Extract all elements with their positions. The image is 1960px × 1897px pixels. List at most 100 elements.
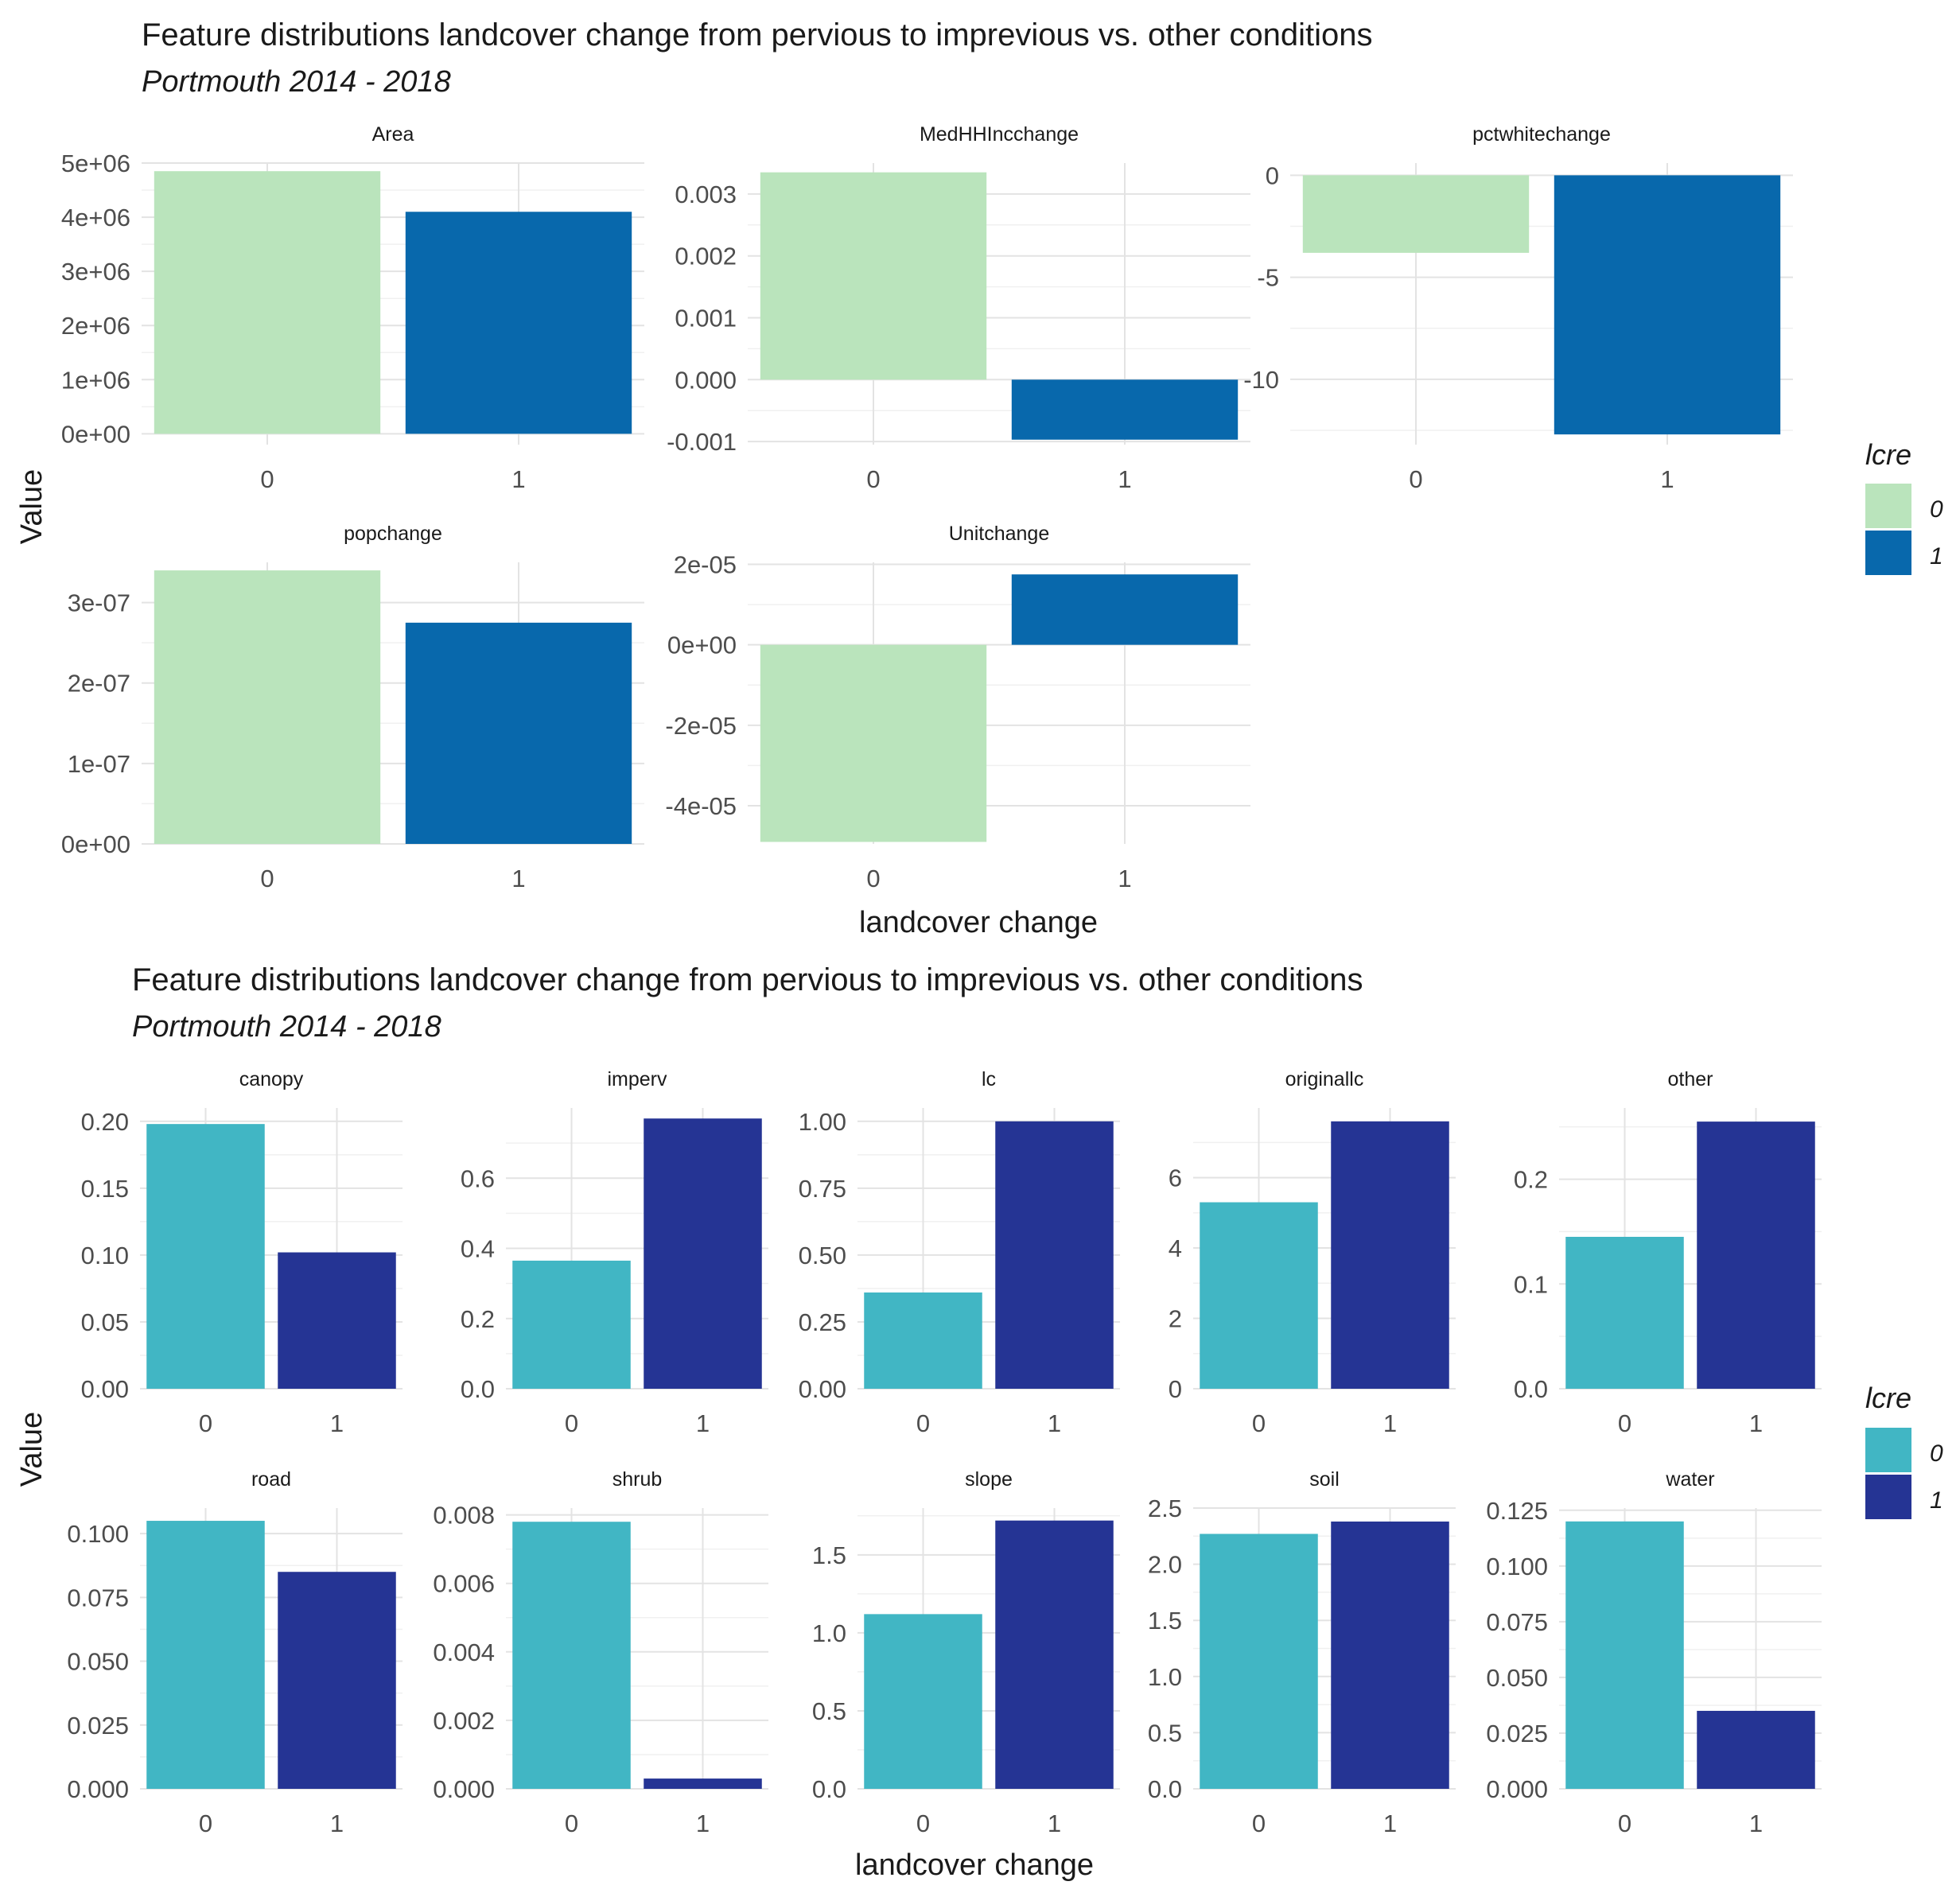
y-tick-label: 0.001 [675,305,737,332]
bar-originallc-0 [1200,1202,1318,1389]
y-tick-label: 0.000 [67,1775,129,1803]
x-tick-label: 0 [565,1409,578,1437]
panel-title: originallc [1285,1068,1364,1090]
panel-water: water 0.000 0.025 0.050 0.075 0.100 0.125 0 1 [1486,1468,1822,1837]
bar-slope-1 [995,1520,1114,1789]
bar-road-1 [278,1572,396,1789]
x-tick-label: 1 [1749,1409,1763,1437]
y-tick-label: 0.100 [1486,1553,1548,1580]
panel-title: Area [372,123,414,146]
y-tick-label: 0.100 [67,1520,129,1548]
x-tick-label: 0 [1252,1409,1266,1437]
bar-Unitchange-1 [1011,574,1239,645]
x-tick-label: 1 [1118,865,1131,892]
y-tick-label: 0.050 [1486,1664,1548,1692]
y-tick-label: 0.075 [1486,1608,1548,1636]
y-axis-title: Value [15,469,49,544]
y-tick-label: 0 [1169,1375,1182,1403]
bar-shrub-0 [512,1522,631,1789]
panel-title: lc [982,1068,996,1090]
y-tick-label: 0.075 [67,1584,129,1611]
chart-title: Feature distributions landcover change f… [132,962,1363,997]
y-tick-label: 0.1 [1514,1270,1548,1298]
bar-Unitchange-0 [760,644,987,842]
x-tick-label: 1 [1383,1810,1397,1837]
y-tick-label: 1e+06 [61,366,130,394]
figure-top: Feature distributions landcover change f… [15,17,1943,939]
y-tick-label: 2.5 [1148,1495,1182,1522]
y-tick-label: 0.5 [812,1697,846,1725]
y-tick-label: 0.0 [812,1775,846,1803]
x-tick-label: 1 [1660,465,1674,493]
y-tick-label: 0.050 [67,1648,129,1676]
bar-pctwhitechange-0 [1302,175,1530,253]
legend-title: lcre [1865,438,1911,471]
y-tick-label: 0.75 [799,1175,846,1203]
legend-key-0 [1865,1428,1911,1472]
figure-bottom: Feature distributions landcover change f… [15,962,1943,1882]
bar-soil-0 [1200,1534,1318,1789]
chart-subtitle: Portmouth 2014 - 2018 [132,1010,441,1044]
x-tick-label: 1 [330,1409,344,1437]
x-tick-label: 1 [1749,1810,1763,1837]
x-tick-label: 0 [260,865,274,892]
x-tick-label: 0 [1618,1810,1631,1837]
chart-title: Feature distributions landcover change f… [142,17,1372,52]
panel-road: road 0.000 0.025 0.050 0.075 0.100 0 1 [67,1468,402,1837]
x-tick-label: 0 [916,1409,930,1437]
panel-title: road [251,1468,291,1491]
bar-canopy-0 [146,1124,265,1389]
y-tick-label: 6 [1169,1164,1182,1192]
bar-imperv-1 [644,1118,762,1389]
y-axis-title: Value [15,1412,49,1487]
y-tick-label: 0.002 [433,1707,495,1735]
y-tick-label: 1.00 [799,1108,846,1136]
y-tick-label: -4e-05 [665,792,737,820]
legend-title: lcre [1865,1382,1911,1414]
panel-Area: Area 0e+00 1e+06 2e+06 3e+06 4e+06 5e+06 0 1 [61,123,644,493]
x-tick-label: 1 [511,865,525,892]
y-tick-label: 2e+06 [61,312,130,340]
y-tick-label: 0.2 [1514,1166,1548,1194]
y-tick-label: 4 [1169,1234,1182,1262]
y-tick-label: 4e+06 [61,204,130,231]
x-tick-label: 1 [1118,465,1131,493]
y-tick-label: 0e+00 [61,830,130,858]
x-tick-label: 0 [1252,1810,1266,1837]
y-tick-label: -10 [1243,366,1279,394]
y-tick-label: 1.0 [1148,1663,1182,1691]
panel-title: shrub [612,1468,663,1491]
bar-other-1 [1697,1121,1815,1389]
y-tick-label: 0.025 [1486,1720,1548,1747]
bar-originallc-1 [1331,1121,1449,1389]
bar-other-0 [1565,1237,1684,1389]
x-tick-label: 0 [916,1810,930,1837]
panel-title: canopy [239,1068,304,1090]
panel-other: other 0.0 0.1 0.2 0 1 [1514,1068,1822,1437]
y-tick-label: 3e+06 [61,258,130,286]
y-tick-label: 2 [1169,1305,1182,1333]
legend-label-1: 1 [1930,543,1943,569]
x-tick-label: 0 [1409,465,1422,493]
bar-water-0 [1565,1521,1684,1789]
y-tick-label: 0.025 [67,1712,129,1740]
x-tick-label: 0 [260,465,274,493]
panel-title: imperv [607,1068,667,1090]
bar-pctwhitechange-1 [1554,175,1781,435]
panel-originallc: originallc 0 2 4 6 0 1 [1169,1068,1456,1437]
y-tick-label: 0.25 [799,1308,846,1336]
bar-shrub-1 [644,1778,762,1789]
panel-slope: slope 0.0 0.5 1.0 1.5 0 1 [812,1468,1120,1837]
y-tick-label: 2e-07 [68,670,130,698]
x-tick-label: 1 [696,1810,710,1837]
y-tick-label: 0.4 [461,1235,495,1263]
y-tick-label: 1.5 [1148,1607,1182,1635]
panel-canopy: canopy 0.00 0.05 0.10 0.15 0.20 0 1 [81,1068,402,1437]
panel-Unitchange: Unitchange -4e-05 -2e-05 0e+00 2e-05 0 1 [665,523,1250,892]
bar-road-0 [146,1521,265,1789]
bar-Area-0 [154,171,381,434]
y-tick-label: -0.001 [667,428,737,456]
y-tick-label: 0.000 [675,366,737,394]
y-tick-label: 5e+06 [61,150,130,177]
